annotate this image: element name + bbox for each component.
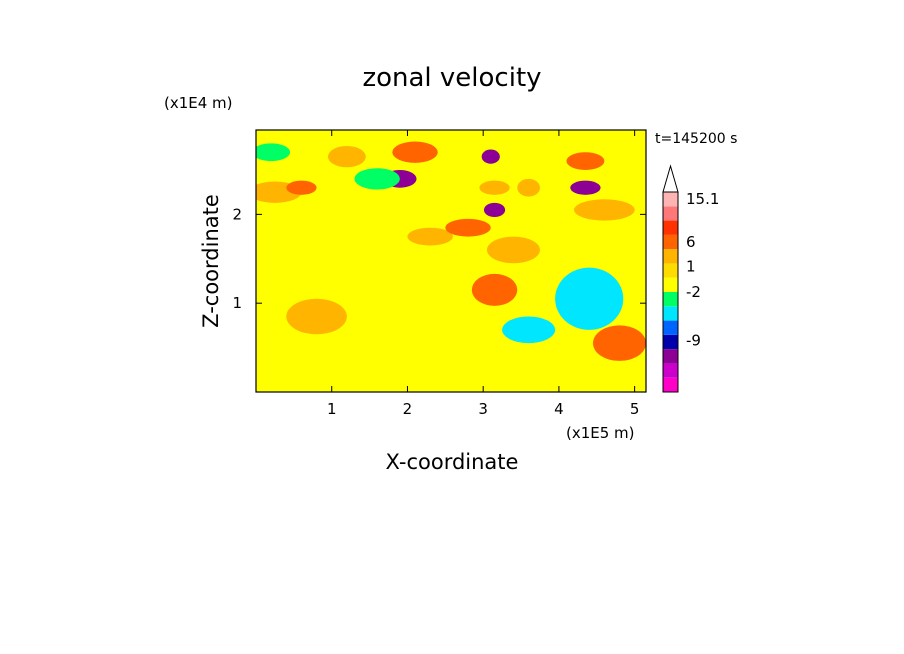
time-label: t=145200 s [655, 131, 737, 147]
velocity-cell-23 [263, 243, 310, 265]
colorbar-swatch [663, 377, 678, 392]
velocity-cell-13 [407, 227, 453, 246]
colorbar-tick-label: 15.1 [686, 190, 719, 208]
velocity-cell-11 [570, 180, 601, 195]
colorbar-swatch [663, 192, 678, 207]
velocity-cell-1 [286, 180, 317, 195]
colorbar-extend-arrow [662, 164, 679, 193]
colorbar-frame [662, 191, 679, 393]
colorbar-swatch [663, 334, 678, 350]
colorbar-tick-label: -2 [686, 283, 701, 301]
colorbar-swatch [663, 249, 678, 264]
chart-title: zonal velocity [362, 63, 541, 93]
colorbar-swatch [663, 234, 678, 250]
colorbar-swatch [663, 320, 678, 335]
colorbar-tick-label: 1 [686, 257, 696, 275]
y-tick-label: 2 [232, 205, 242, 223]
velocity-cell-2 [327, 145, 366, 168]
colorbar-tick-label: 6 [686, 233, 696, 251]
colorbar-swatch [663, 263, 678, 278]
y-unit-label: (x1E4 m) [164, 94, 233, 112]
x-tick-label: 3 [478, 400, 488, 418]
plot-area [256, 130, 646, 392]
velocity-cell-14 [445, 218, 491, 237]
velocity-cell-22 [256, 143, 291, 162]
colorbar-tick-label: -9 [686, 332, 701, 350]
field-background [256, 130, 646, 392]
velocity-cell-17 [555, 267, 624, 330]
x-tick-label: 4 [554, 400, 564, 418]
velocity-cell-19 [502, 316, 556, 344]
colorbar-swatch [663, 349, 678, 364]
x-tick-label: 1 [327, 400, 337, 418]
velocity-cell-10 [566, 152, 605, 170]
x-tick-label: 5 [630, 400, 640, 418]
velocity-cell-8 [483, 202, 506, 218]
velocity-cell-6 [481, 149, 500, 164]
colorbar-swatch [663, 206, 678, 221]
velocity-cell-21 [339, 347, 431, 375]
colorbar-swatch [663, 363, 678, 378]
velocity-cell-9 [517, 178, 540, 197]
colorbar-swatch [663, 220, 678, 235]
velocity-cell-7 [479, 180, 510, 195]
plot-frame [255, 129, 647, 393]
velocity-cell-16 [471, 273, 518, 306]
velocity-cell-15 [486, 236, 540, 264]
velocity-cell-20 [286, 298, 347, 335]
colorbar-swatch [663, 292, 678, 307]
colorbar-swatch [663, 277, 678, 292]
colorbar-swatch [663, 306, 678, 321]
velocity-cell-18 [592, 325, 646, 361]
velocity-cell-12 [574, 199, 635, 221]
x-unit-label: (x1E5 m) [566, 424, 635, 442]
colorbar: 15.1 6 1 -2 -9 [662, 164, 719, 393]
velocity-cell-4 [354, 168, 400, 190]
y-tick-label: 1 [232, 294, 242, 312]
x-axis-label: X-coordinate [386, 450, 519, 474]
velocity-cell-5 [392, 141, 438, 163]
y-axis-label: Z-coordinate [199, 194, 223, 328]
x-tick-label: 2 [403, 400, 413, 418]
